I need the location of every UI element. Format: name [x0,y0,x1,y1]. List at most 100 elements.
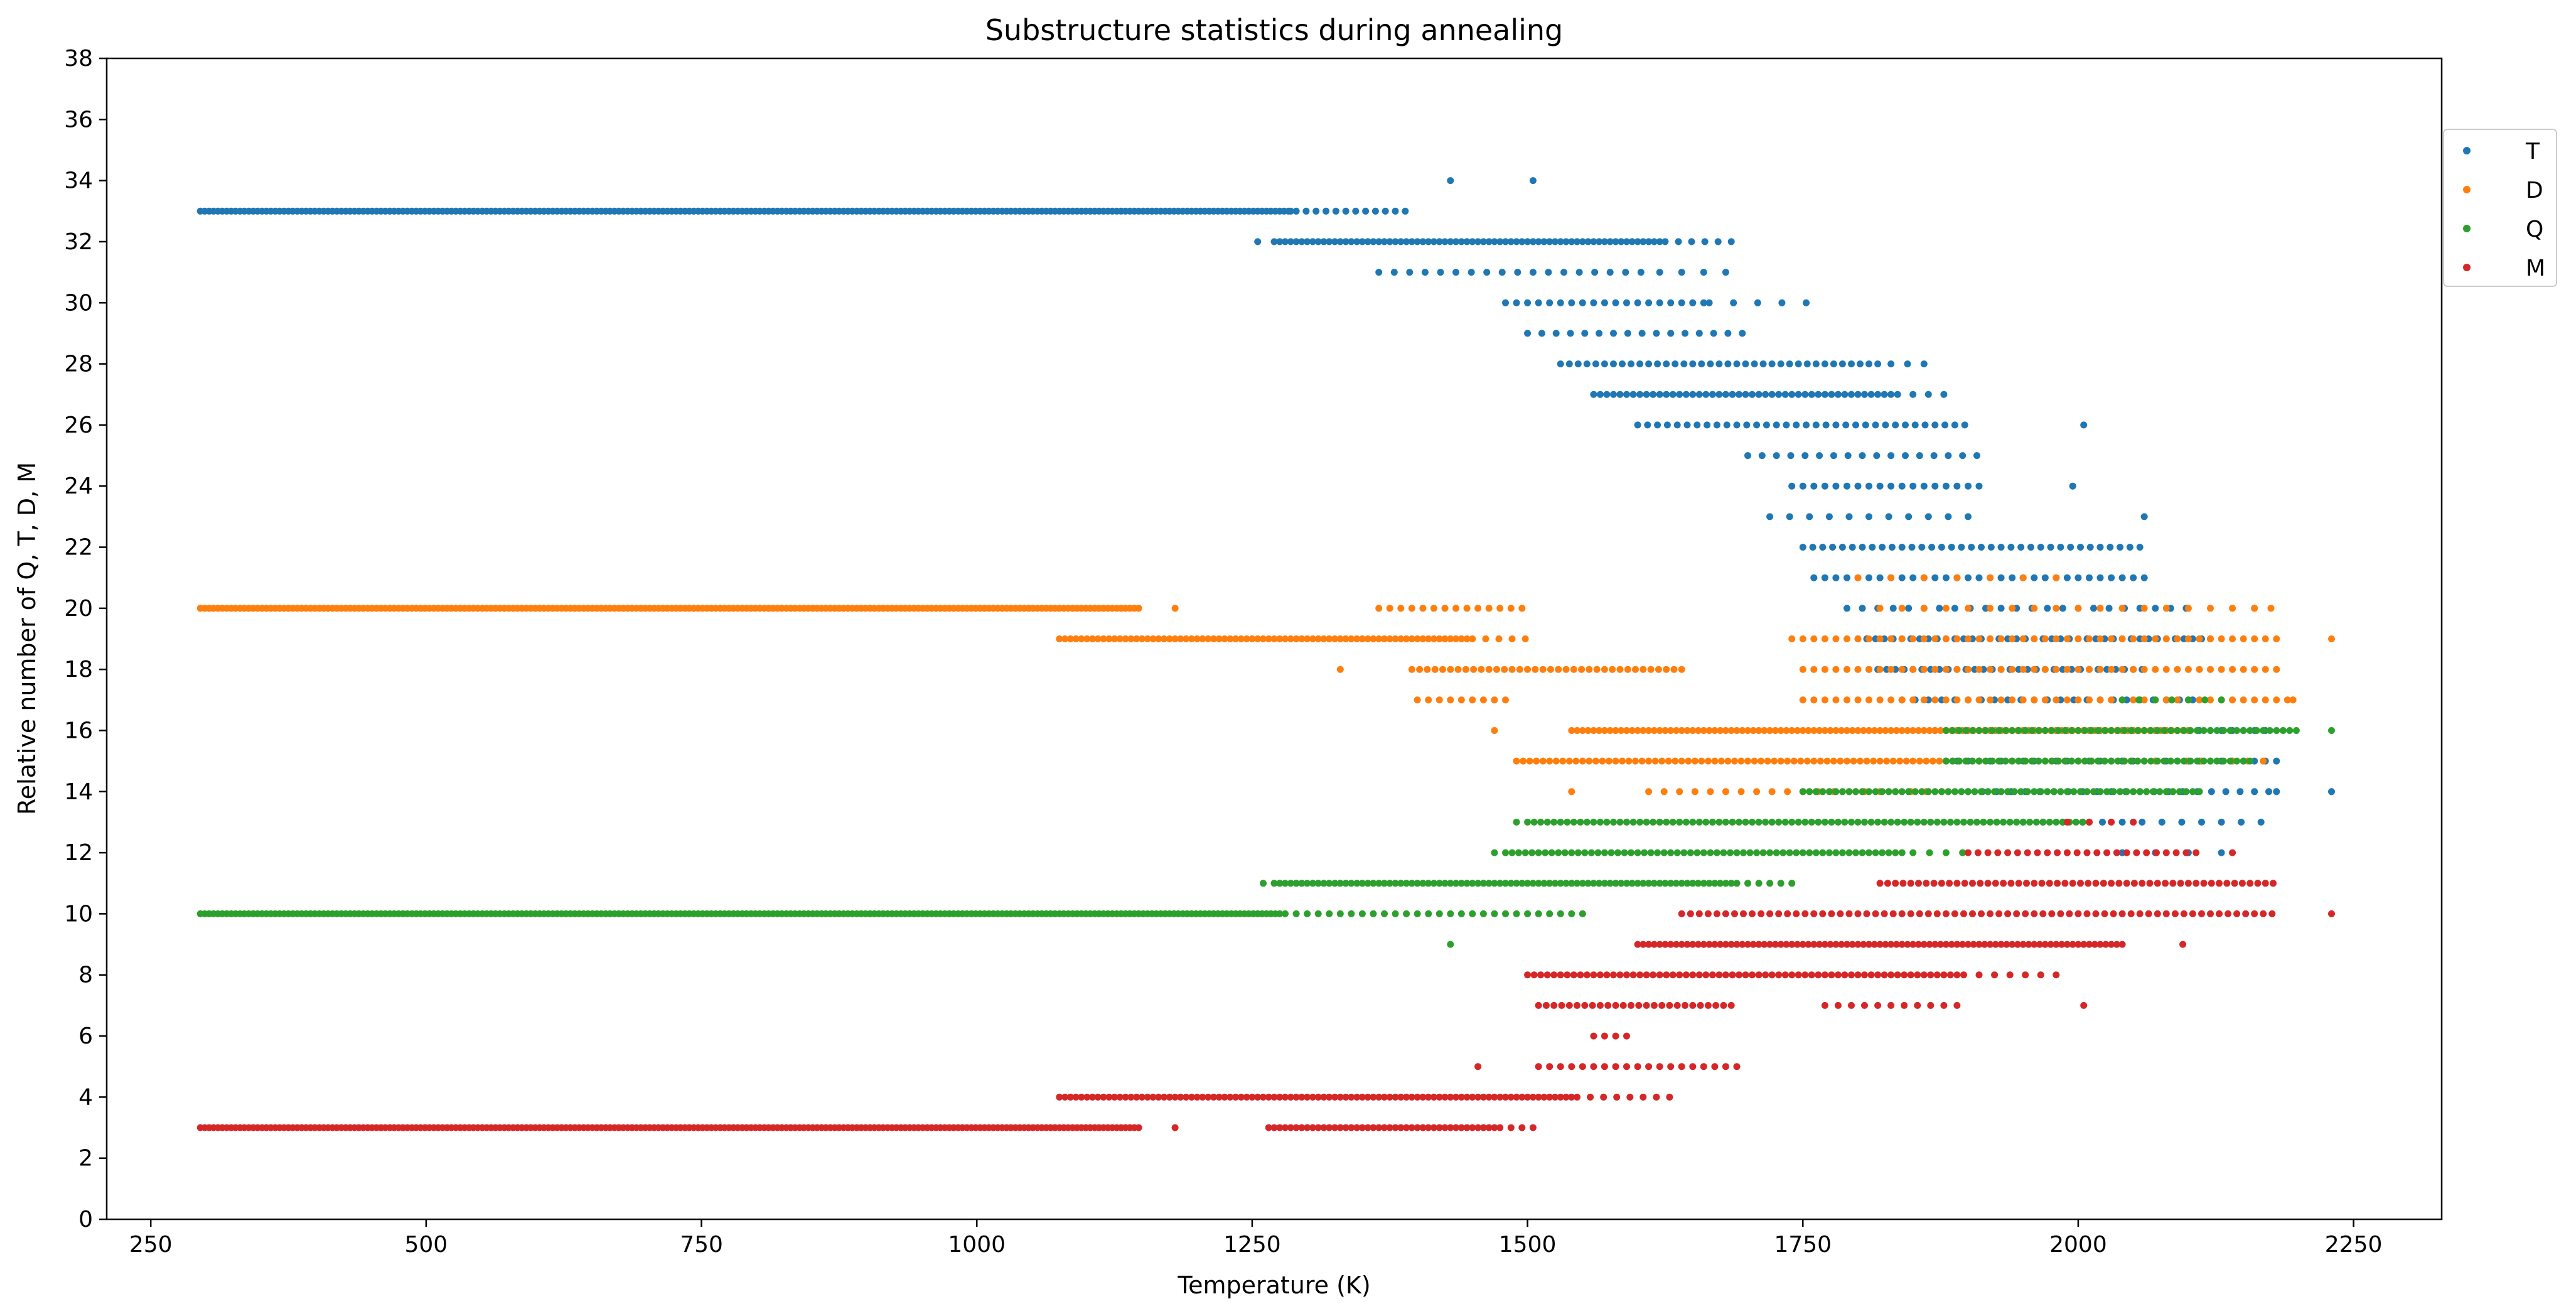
data-point [2262,880,2269,887]
data-point [2265,788,2272,796]
data-point [1320,880,1328,887]
data-point [1309,635,1316,642]
data-point [1953,635,1961,642]
data-point [1731,757,1738,765]
data-point [2063,574,2071,581]
data-point [1766,513,1774,520]
data-point [1700,727,1707,734]
data-point [1550,971,1558,979]
data-point [1282,238,1289,245]
data-point [1358,635,1366,642]
data-point [1930,452,1938,460]
data-point [1539,757,1547,765]
data-point [1645,941,1653,948]
data-point [1282,635,1289,642]
data-point [1978,788,1985,796]
data-point [1353,238,1361,245]
data-point [2095,727,2101,734]
data-point [1314,238,1322,245]
data-point [1733,360,1741,368]
data-point [1183,1093,1190,1101]
data-point [1375,1124,1383,1131]
data-point [1538,330,1545,337]
y-tick-label: 22 [64,535,93,561]
data-point [1298,635,1306,642]
data-point [1375,605,1383,612]
data-point [1436,910,1443,917]
data-point [2044,849,2051,856]
data-point [1865,788,1872,796]
data-point [1865,666,1872,673]
data-point [1436,1093,1443,1101]
data-point [1841,391,1849,398]
data-point [1982,727,1989,734]
data-point [2010,788,2018,796]
data-point [1403,1124,1410,1131]
data-point [1436,238,1443,245]
data-point [1786,513,1793,520]
data-point [2196,635,2203,642]
data-point [2153,849,2160,856]
data-point [1898,544,1906,551]
data-point [1592,757,1599,765]
data-point [1965,574,1972,581]
data-point [1535,1063,1542,1071]
data-point [1953,666,1961,673]
data-point [1645,727,1653,734]
data-point [2260,727,2267,734]
data-point [1788,941,1796,948]
data-point [1838,941,1845,948]
data-point [1614,849,1621,856]
data-point [2022,757,2029,765]
data-point [1812,360,1820,368]
data-point [1876,574,1884,581]
data-point [1948,941,1955,948]
data-point [1869,544,1876,551]
data-point [1815,818,1822,826]
x-tick-label: 1250 [1223,1232,1281,1258]
y-tick-label: 28 [64,352,93,377]
data-point [1590,1032,1597,1040]
data-point [1689,818,1697,826]
data-point [1713,849,1720,856]
data-point [1436,1124,1443,1131]
data-point [1663,360,1670,368]
data-point [1816,941,1823,948]
data-point [1493,666,1500,673]
data-point [1663,818,1670,826]
data-point [1849,727,1856,734]
data-point [1865,696,1872,704]
data-point [1640,666,1647,673]
data-point [1416,666,1424,673]
data-point [2201,696,2209,704]
data-point [1941,421,1949,429]
data-point [1723,421,1731,429]
data-point [1698,360,1705,368]
data-point [1570,666,1577,673]
data-point [1768,971,1776,979]
data-point [2156,788,2164,796]
data-point [2194,757,2201,765]
data-point [1634,880,1641,887]
data-point [1626,1093,1634,1101]
data-point [1887,482,1895,490]
data-point [1656,238,1663,245]
data-point [2074,727,2082,734]
data-point [1715,391,1723,398]
data-point [1861,971,1868,979]
data-point [1382,207,1389,215]
data-point [2009,605,2016,612]
data-point [1655,666,1662,673]
data-point [1724,330,1732,337]
data-point [1138,635,1146,642]
data-point [1601,360,1608,368]
data-point [1546,238,1554,245]
data-point [1623,1032,1630,1040]
data-point [1942,757,1950,765]
data-point [1425,238,1432,245]
data-point [1812,788,1820,796]
data-point [2113,941,2120,948]
data-point [1469,880,1476,887]
data-point [2014,849,2021,856]
data-point [1887,666,1895,673]
